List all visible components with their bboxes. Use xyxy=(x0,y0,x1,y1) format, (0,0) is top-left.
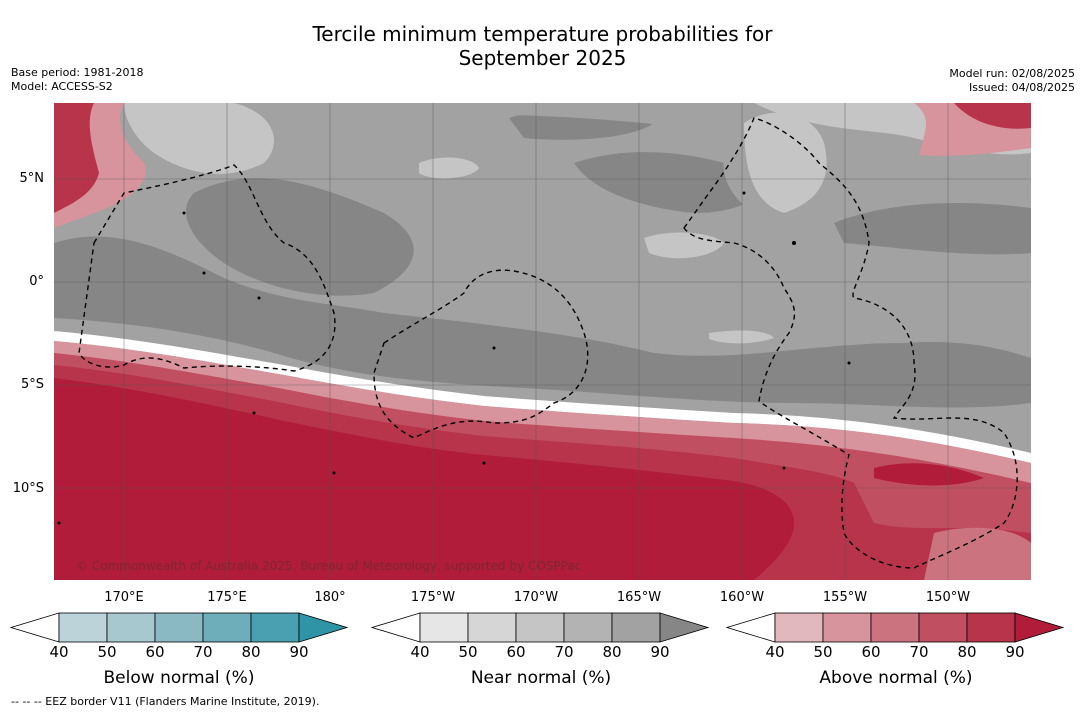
lon-label-170e: 170°E xyxy=(104,590,144,605)
tick: 90 xyxy=(1005,643,1025,661)
near-normal-60-topleft xyxy=(124,103,274,174)
colorbar-swatch xyxy=(966,612,1016,643)
colorbar-swatch xyxy=(918,612,968,643)
tick: 40 xyxy=(410,643,430,661)
colorbar-swatch xyxy=(467,612,517,643)
eez-border-tokelau xyxy=(373,269,589,439)
tick: 70 xyxy=(554,643,574,661)
colorbar-above-normal xyxy=(726,612,1066,644)
meta-right: Model run: 02/08/2025 Issued: 04/08/2025 xyxy=(949,67,1075,95)
above-normal-70-patch xyxy=(924,527,1031,580)
probability-map xyxy=(54,103,1031,580)
colorbar-near-normal xyxy=(371,612,711,644)
tick: 80 xyxy=(957,643,977,661)
lon-label-165w: 165°W xyxy=(616,590,662,605)
model-name: Model: ACCESS-S2 xyxy=(11,80,113,93)
eez-border-kiribati xyxy=(683,117,1018,569)
colorbar-near-normal-svg xyxy=(371,612,710,643)
tick: 80 xyxy=(602,643,622,661)
tick: 50 xyxy=(813,643,833,661)
near-normal-60-patch xyxy=(419,157,479,179)
boundary-white-band xyxy=(54,331,1031,463)
tick: 60 xyxy=(145,643,165,661)
near-normal-60-patch2 xyxy=(644,232,724,259)
near-normal-90-band xyxy=(54,236,1031,408)
copyright-notice: © Commonwealth of Australia 2025, Bureau… xyxy=(76,559,582,573)
lon-label-180: 180° xyxy=(314,590,346,605)
colorbar-min-extend xyxy=(10,612,60,643)
tick: 50 xyxy=(458,643,478,661)
colorbar-max-extend xyxy=(659,612,710,643)
colorbar-swatch xyxy=(106,612,156,643)
above-normal-topleft-80 xyxy=(54,103,99,213)
colorbar-swatch xyxy=(250,612,300,643)
colorbar-title-below: Below normal (%) xyxy=(103,668,255,688)
tick: 70 xyxy=(909,643,929,661)
near-normal-60-patch4 xyxy=(709,330,774,344)
tick: 50 xyxy=(97,643,117,661)
islands xyxy=(57,191,851,525)
colorbar-below-normal-svg xyxy=(10,612,349,643)
lat-label-5n: 5°N xyxy=(19,171,45,186)
above-normal-topright-80 xyxy=(954,103,1031,129)
tick: 60 xyxy=(861,643,881,661)
graticule xyxy=(54,103,1031,580)
colorbar-swatch xyxy=(774,612,824,643)
colorbar-swatch xyxy=(611,612,661,643)
lat-label-10s: 10°S xyxy=(12,481,44,496)
issued-date: Issued: 04/08/2025 xyxy=(968,81,1075,94)
lat-label-5s: 5°S xyxy=(20,377,44,392)
colorbar-swatch xyxy=(202,612,252,643)
eez-footnote: -- -- -- EEZ border V11 (Flanders Marine… xyxy=(11,695,320,708)
colorbar-swatch xyxy=(870,612,920,643)
above-normal-90-patch xyxy=(874,463,984,486)
tick: 70 xyxy=(193,643,213,661)
near-normal-90-patch4 xyxy=(834,203,1031,255)
title-line-2: September 2025 xyxy=(458,46,627,70)
lon-label-150w: 150°W xyxy=(925,590,971,605)
colorbar-max-extend xyxy=(1014,612,1065,643)
eez-borders xyxy=(78,117,1018,569)
tick: 60 xyxy=(506,643,526,661)
eez-border-tuvalu xyxy=(78,164,336,372)
colorbar-above-normal-svg xyxy=(726,612,1065,643)
near-normal-90-patch xyxy=(185,178,414,296)
lon-label-155w: 155°W xyxy=(822,590,868,605)
meta-left: Base period: 1981-2018 Model: ACCESS-S2 xyxy=(11,66,143,94)
above-normal-south-90 xyxy=(54,378,794,580)
lon-label-175e: 175°E xyxy=(207,590,247,605)
colorbar-swatch xyxy=(58,612,108,643)
colorbar-swatch xyxy=(154,612,204,643)
map-canvas xyxy=(54,103,1031,580)
tick: 40 xyxy=(765,643,785,661)
title-line-1: Tercile minimum temperature probabilitie… xyxy=(312,22,773,46)
colorbar-below-normal xyxy=(10,612,350,644)
colorbar-swatch xyxy=(515,612,565,643)
base-period: Base period: 1981-2018 xyxy=(11,66,144,79)
lat-label-0: 0° xyxy=(29,274,44,289)
lon-label-160w: 160°W xyxy=(719,590,765,605)
colorbar-title-near: Near normal (%) xyxy=(470,668,612,688)
near-normal-60-patch3 xyxy=(744,112,827,213)
near-normal-90-patch2 xyxy=(574,152,761,213)
colorbar-title-above: Above normal (%) xyxy=(819,668,973,688)
near-normal-top xyxy=(184,103,1031,213)
colorbar-min-extend xyxy=(371,612,421,643)
map-title: Tercile minimum temperature probabilitie… xyxy=(0,22,1085,70)
model-run: Model run: 02/08/2025 xyxy=(949,67,1075,80)
lon-label-170w: 170°W xyxy=(513,590,559,605)
colorbar-max-extend xyxy=(298,612,349,643)
colorbar-swatch xyxy=(419,612,469,643)
colorbar-swatch xyxy=(822,612,872,643)
tick: 40 xyxy=(49,643,69,661)
tick: 90 xyxy=(289,643,309,661)
lon-label-175w: 175°W xyxy=(410,590,456,605)
tick: 80 xyxy=(241,643,261,661)
tick: 90 xyxy=(650,643,670,661)
colorbar-min-extend xyxy=(726,612,776,643)
colorbar-swatch xyxy=(563,612,613,643)
